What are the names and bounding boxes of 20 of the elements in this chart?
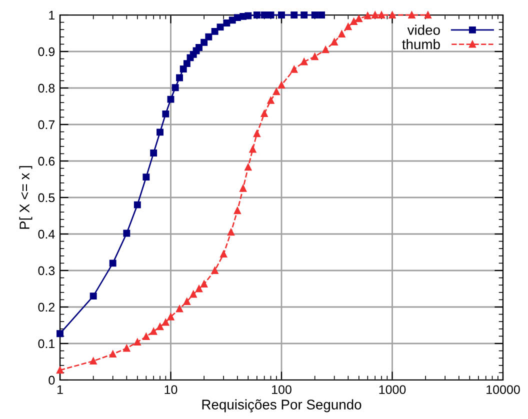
y-axis-title: P[ X <= x ]	[19, 166, 32, 229]
x-tick-label: 10	[164, 385, 178, 394]
x-tick-label: 1000	[379, 385, 406, 394]
y-tick-label: 0	[48, 376, 55, 385]
y-tick-label: 0.2	[38, 302, 55, 312]
x-tick-label: 100	[272, 385, 292, 394]
x-tick-label: 10000	[486, 385, 520, 394]
y-tick-label: 0.7	[38, 120, 55, 130]
legend-label: video	[407, 24, 440, 35]
y-tick-label: 0.3	[38, 266, 55, 276]
x-tick-label: 1	[57, 385, 63, 394]
y-tick-label: 0.9	[38, 47, 55, 56]
y-tick-label: 0.5	[38, 193, 55, 202]
legend-label: thumb	[402, 39, 440, 50]
x-axis-title: Requisições Por Segundo	[202, 399, 362, 412]
y-tick-label: 0.4	[38, 230, 55, 239]
y-tick-label: 0.1	[38, 339, 55, 348]
y-tick-label: 0.8	[38, 84, 55, 93]
y-tick-label: 1	[49, 10, 55, 20]
y-tick-label: 0.6	[38, 156, 55, 166]
